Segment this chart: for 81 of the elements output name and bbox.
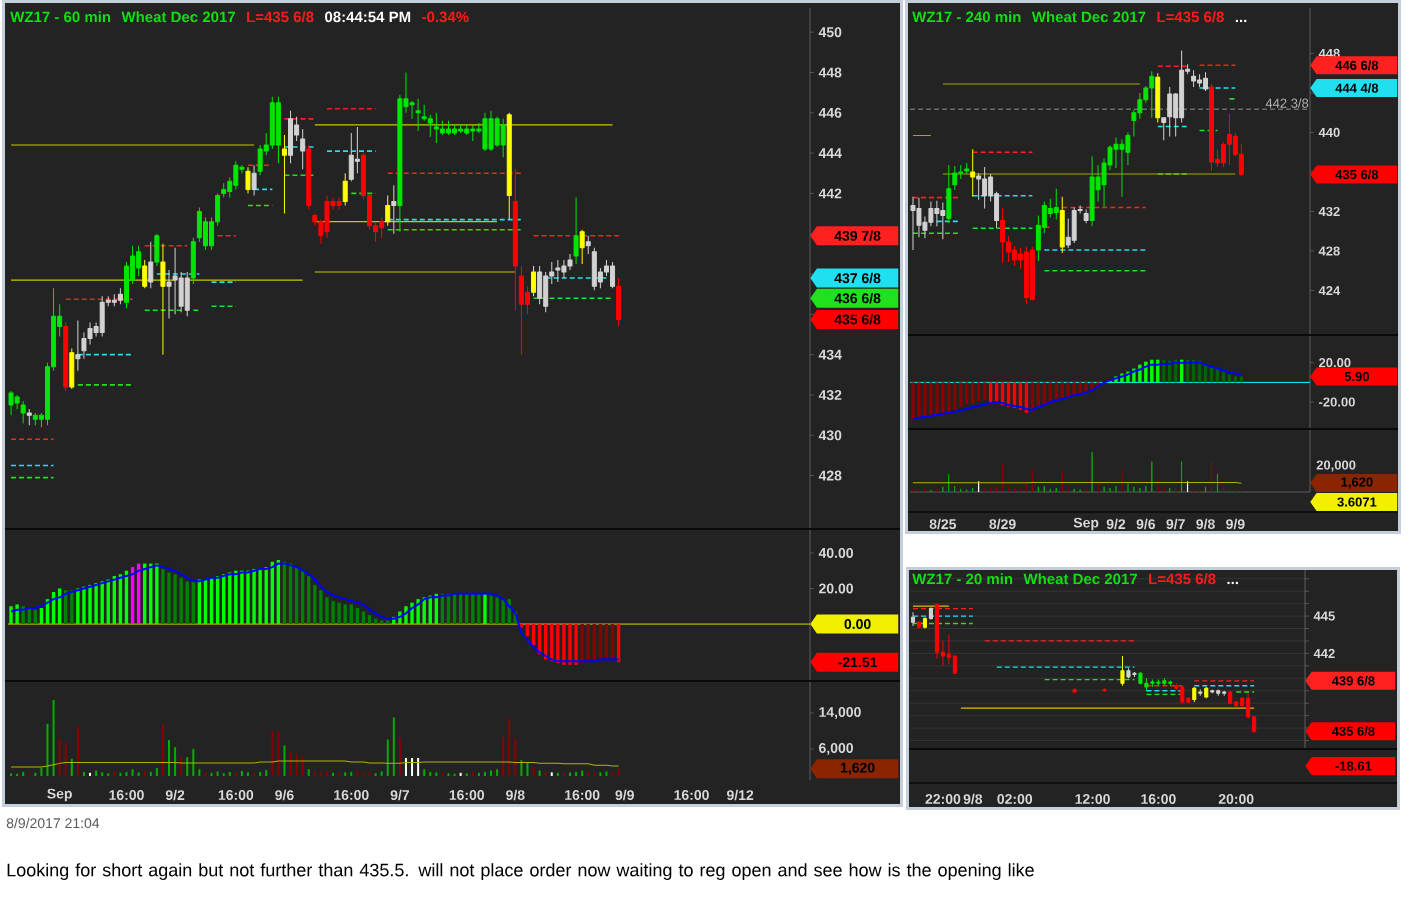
x-tick-label: 9/12 bbox=[727, 789, 754, 801]
text: 435 6/8 bbox=[1331, 726, 1375, 737]
x-tick-label: 9/8 bbox=[963, 793, 983, 805]
x-tick-label: 16:00 bbox=[449, 790, 485, 800]
x-tick-label: 9/9 bbox=[1226, 518, 1245, 530]
x-tick-label: 16:00 bbox=[674, 790, 709, 800]
x-tick-label: 9/8 bbox=[1196, 518, 1215, 530]
y-tick-label: 442 bbox=[818, 188, 842, 199]
x-tick-label: 9/2 bbox=[1106, 518, 1126, 530]
text: 5.90 bbox=[1344, 371, 1370, 382]
y-tick-label: 445 bbox=[1313, 611, 1335, 621]
x-tick-label: 20:00 bbox=[1218, 794, 1254, 804]
x-tick-label: 16:00 bbox=[1141, 794, 1176, 804]
y-tick-label: 6,000 bbox=[819, 743, 853, 755]
text: -21.51 bbox=[838, 657, 878, 668]
x-tick-label: 9/8 bbox=[506, 789, 525, 801]
y-tick-label: 446 bbox=[818, 107, 842, 118]
y-tick-label: 450 bbox=[818, 27, 842, 38]
y-tick-label: 20.00 bbox=[1318, 358, 1351, 368]
chart-subtitle: Wheat Dec 2017 bbox=[121, 11, 235, 23]
y-tick-label: 448 bbox=[818, 67, 842, 78]
x-tick-label: 16:00 bbox=[334, 790, 369, 800]
text: -18.61 bbox=[1335, 761, 1372, 771]
x-tick-label: 16:00 bbox=[565, 790, 600, 800]
annotation: -0.34% bbox=[422, 11, 469, 23]
x-tick-label: 16:00 bbox=[109, 790, 144, 800]
x-tick-label: 9/7 bbox=[1166, 518, 1185, 530]
x-tick-label: Sep bbox=[47, 788, 72, 802]
x-tick-label: Sep bbox=[1073, 517, 1099, 531]
y-tick-label: 20.00 bbox=[819, 583, 853, 594]
y-tick-label: 432 bbox=[818, 389, 842, 400]
text: 435 6/8 bbox=[834, 314, 881, 325]
y-tick-label: -20.00 bbox=[1319, 397, 1355, 407]
y-tick-label: 432 bbox=[1318, 206, 1340, 217]
x-tick-label: 12:00 bbox=[1075, 794, 1110, 804]
text: 435 6/8 bbox=[1335, 169, 1379, 180]
text: 444 4/8 bbox=[1335, 83, 1379, 93]
y-tick-label: 434 bbox=[818, 349, 842, 360]
text: 446 6/8 bbox=[1335, 60, 1379, 71]
ref-line-label: 442 3/8 bbox=[1265, 98, 1309, 108]
x-tick-label: 9/9 bbox=[615, 789, 634, 801]
text: Looking for short again but not further than 435.5. will not place order now waiting to reg open and see how is the opening like bbox=[7, 863, 1034, 880]
text: 1,620 bbox=[1341, 477, 1373, 489]
y-tick-label: 430 bbox=[818, 430, 842, 441]
annotation: L=435 6/8 bbox=[1149, 573, 1216, 585]
chart-subtitle: Wheat Dec 2017 bbox=[1023, 573, 1137, 585]
y-tick-label: 442 bbox=[1313, 648, 1335, 658]
ref-line-label: 0.00 bbox=[844, 619, 871, 629]
text: 1,620 bbox=[840, 762, 875, 775]
annotation: L=435 6/8 bbox=[1157, 11, 1224, 23]
y-tick-label: 14,000 bbox=[819, 707, 861, 719]
text: 437 6/8 bbox=[834, 272, 881, 284]
y-tick-label: 444 bbox=[818, 148, 842, 158]
annotation: 08:44:54 PM bbox=[325, 11, 411, 23]
y-tick-label: 424 bbox=[1318, 285, 1341, 296]
text: 439 6/8 bbox=[1331, 675, 1375, 686]
chart-subtitle: Wheat Dec 2017 bbox=[1031, 11, 1146, 23]
y-tick-label: 40.00 bbox=[818, 547, 853, 558]
x-tick-label: 8/25 bbox=[929, 518, 957, 530]
text: 3.6071 bbox=[1337, 497, 1377, 507]
text: 436 6/8 bbox=[834, 293, 881, 304]
annotation: ... bbox=[1235, 19, 1247, 23]
chart-title: WZ17 - 20 min bbox=[912, 573, 1013, 585]
x-tick-label: 9/6 bbox=[1136, 518, 1156, 530]
x-tick-label: 16:00 bbox=[218, 790, 254, 800]
x-tick-label: 9/2 bbox=[165, 789, 185, 801]
annotation: L=435 6/8 bbox=[247, 11, 314, 23]
y-tick-label: 428 bbox=[818, 470, 842, 481]
text: 8/9/2017 21:04 bbox=[6, 817, 100, 829]
text: 439 7/8 bbox=[834, 230, 881, 241]
x-tick-label: 8/29 bbox=[989, 518, 1016, 530]
x-tick-label: 02:00 bbox=[997, 794, 1033, 804]
x-tick-label: 9/7 bbox=[390, 789, 409, 801]
y-tick-label: 428 bbox=[1318, 246, 1340, 256]
x-tick-label: 22:00 bbox=[925, 794, 961, 804]
chart-title: WZ17 - 240 min bbox=[912, 11, 1021, 23]
chart-title: WZ17 - 60 min bbox=[10, 11, 111, 23]
x-tick-label: 9/6 bbox=[275, 789, 294, 801]
y-tick-label: 440 bbox=[1318, 127, 1340, 138]
text: 20,000 bbox=[1316, 460, 1356, 472]
annotation: ... bbox=[1227, 581, 1238, 585]
